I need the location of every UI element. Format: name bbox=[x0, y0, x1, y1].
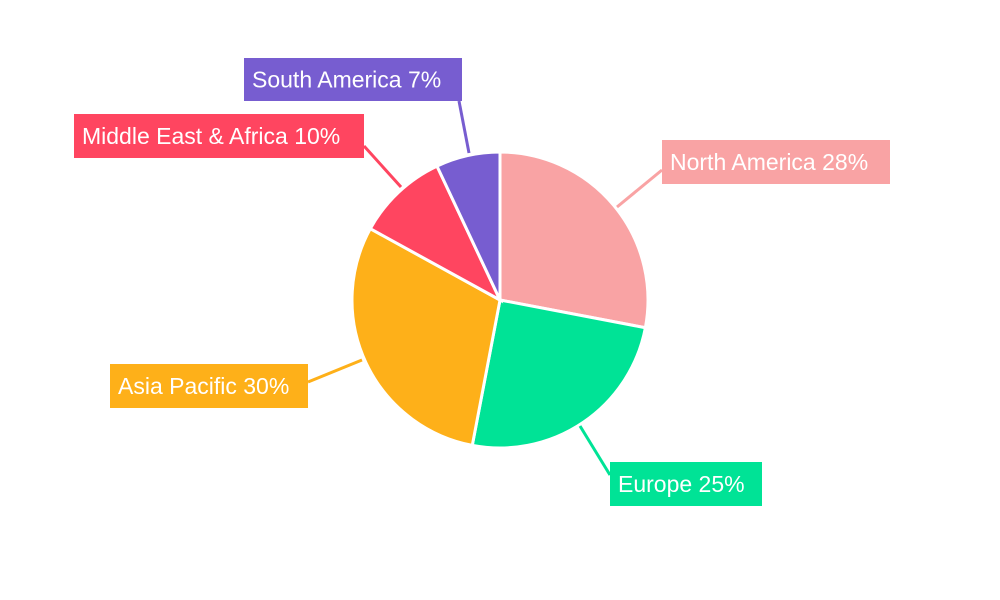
data-label-south-america: South America 7% bbox=[252, 67, 441, 93]
label-box-europe bbox=[610, 462, 762, 506]
data-label-middle-east-africa: Middle East & Africa 10% bbox=[82, 123, 340, 149]
slice-europe[interactable] bbox=[470, 298, 648, 450]
data-label-asia-pacific: Asia Pacific 30% bbox=[118, 373, 289, 399]
leader-line-asia-pacific bbox=[307, 358, 363, 384]
leader-line-middle-east-africa bbox=[362, 144, 403, 189]
data-label-north-america: North America 28% bbox=[670, 149, 868, 175]
leader-line-north-america bbox=[616, 168, 663, 209]
slice-south-america[interactable] bbox=[434, 150, 502, 301]
leader-line-europe bbox=[578, 425, 612, 476]
leader-line-south-america bbox=[457, 100, 471, 154]
slice-north-america[interactable] bbox=[498, 150, 650, 330]
slice-middle-east-africa[interactable] bbox=[368, 164, 504, 304]
label-box-asia-pacific bbox=[110, 364, 308, 408]
slice-asia-pacific[interactable] bbox=[350, 226, 502, 448]
data-label-europe: Europe 25% bbox=[618, 471, 745, 497]
label-box-north-america bbox=[662, 140, 890, 184]
label-box-middle-east-africa bbox=[74, 114, 364, 158]
label-box-south-america bbox=[244, 58, 462, 101]
